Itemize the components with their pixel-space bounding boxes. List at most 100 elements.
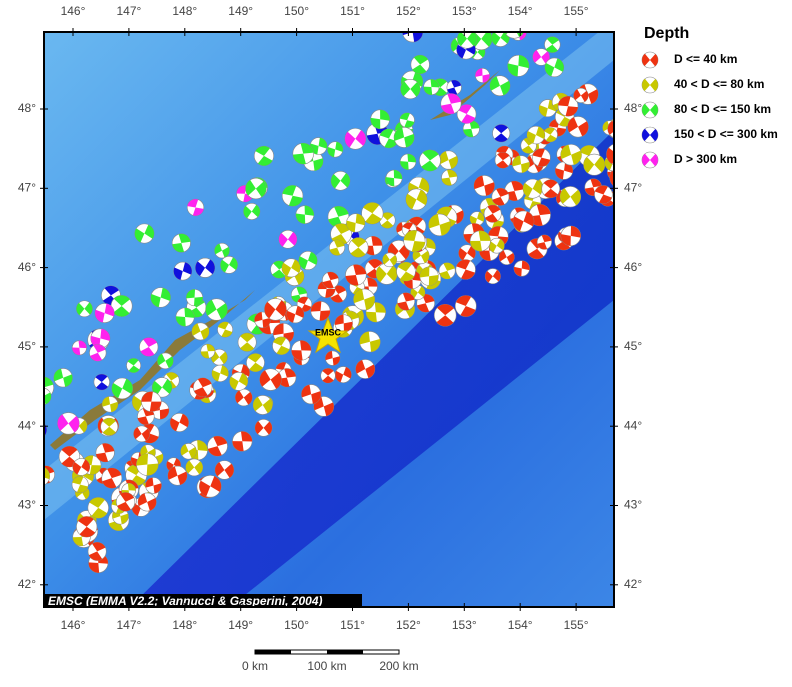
beachball-quadrant: [394, 127, 415, 148]
beachball-quadrant: [512, 155, 530, 173]
beachball-quadrant: [544, 58, 564, 77]
beachball-quadrant: [385, 170, 403, 187]
beachball-quadrant: [0, 405, 10, 425]
beachball-quadrant: [297, 296, 312, 312]
beachball-quadrant: [254, 312, 271, 328]
beachball-quadrant: [329, 239, 345, 256]
beachball-quadrant: [157, 353, 174, 369]
beachball-quadrant: [584, 178, 602, 196]
epicenter-star: [307, 316, 349, 354]
beachball-quadrant: [245, 179, 267, 198]
beachball-quadrant: [243, 204, 260, 219]
beachball-quadrant: [8, 399, 22, 411]
beachball-quadrant: [88, 542, 106, 561]
beachball-quadrant: [72, 476, 89, 493]
beachball-quadrant: [419, 266, 439, 286]
lon-label-top: 149°: [228, 4, 253, 18]
beachball-quadrant: [102, 396, 118, 413]
beachball-quadrant: [560, 188, 581, 206]
beachball-quadrant: [191, 323, 210, 340]
beachball-quadrant: [138, 493, 157, 511]
beachball-quadrant: [327, 141, 343, 158]
beachball-quadrant: [180, 444, 197, 459]
beachball-quadrant: [207, 436, 228, 457]
beachball-quadrant: [301, 384, 321, 404]
beachball-quadrant: [363, 236, 383, 256]
beachball-quadrant: [463, 120, 480, 137]
beachball-quadrant: [291, 286, 307, 303]
beachball-quadrant: [567, 117, 589, 137]
beachball-quadrant: [366, 302, 386, 323]
beachball-quadrant: [334, 314, 353, 333]
lat-label-right: 46°: [624, 260, 642, 274]
beachball-quadrant: [235, 390, 253, 405]
beachball-quadrant: [642, 78, 658, 92]
beachball-quadrant: [496, 152, 510, 169]
frame: [43, 31, 615, 608]
beachball-quadrant: [117, 492, 134, 512]
beachball-quadrant: [186, 289, 203, 306]
lon-label-top: 147°: [116, 4, 141, 18]
lat-label-right: 45°: [624, 339, 642, 353]
beachball-quadrant: [405, 189, 428, 210]
scale-label: 100 km: [307, 659, 346, 673]
beachball-quadrant: [400, 153, 416, 170]
beachball-quadrant: [141, 391, 162, 412]
beachball-quadrant: [253, 396, 273, 414]
beachball-quadrant: [205, 299, 228, 320]
beachball-quadrant: [61, 446, 78, 467]
scale-label: 200 km: [379, 659, 418, 673]
beachball-quadrant: [642, 153, 658, 167]
lon-label-top: 153°: [452, 4, 477, 18]
beachball-quadrant: [137, 408, 155, 425]
beachball-quadrant: [26, 452, 42, 467]
beachball-quadrant: [232, 431, 253, 452]
beachball-quadrant: [172, 233, 191, 253]
beachball-quadrant: [90, 344, 106, 362]
beachball-quadrant: [292, 143, 314, 165]
beachball-quadrant: [76, 302, 93, 316]
beachball-quadrant: [187, 199, 204, 216]
beachball-quadrant: [485, 205, 501, 223]
lat-label-right: 43°: [624, 498, 642, 512]
beachball-quadrant: [440, 93, 461, 114]
beachball-quadrant: [113, 295, 130, 317]
beachball: [20, 314, 41, 335]
beachball-quadrant: [523, 180, 543, 198]
beachballs: [0, 32, 614, 574]
beachball-quadrant: [428, 214, 451, 236]
beachball-quadrant: [560, 144, 582, 165]
beachball-quadrant: [346, 213, 365, 233]
beachball-quadrant: [436, 304, 454, 327]
beachball-quadrant: [134, 224, 155, 243]
beachball-quadrant: [441, 169, 458, 186]
beachball-quadrant: [555, 161, 573, 180]
beachball-quadrant: [322, 271, 339, 289]
lon-label-top: 150°: [284, 4, 309, 18]
beachball-quadrant: [376, 265, 398, 283]
beachball-quadrant: [247, 353, 264, 372]
beachball: [0, 405, 10, 425]
beachball-quadrant: [549, 119, 567, 137]
beachball-quadrant: [504, 32, 524, 37]
beachball-quadrant: [456, 259, 475, 280]
beachball-quadrant: [214, 243, 230, 258]
beachball-quadrant: [325, 350, 340, 366]
beachball-quadrant: [410, 286, 425, 299]
beachball-quadrant: [259, 370, 282, 389]
beachball-quadrant: [397, 292, 415, 311]
beachball-quadrant: [291, 340, 312, 361]
beachball-quadrant: [350, 237, 367, 258]
legend-label: D <= 40 km: [674, 52, 737, 66]
beachball-quadrant: [95, 374, 109, 390]
beachball-quadrant: [44, 467, 50, 480]
beachball-quadrant: [15, 283, 35, 300]
beachball-quadrant: [513, 211, 534, 232]
beachball-quadrant: [89, 497, 108, 519]
beachball-quadrant: [403, 230, 426, 252]
legend-label: 150 < D <= 300 km: [674, 127, 778, 141]
beachball-quadrant: [194, 377, 212, 397]
beachball-quadrant: [277, 368, 296, 387]
beachball-quadrant: [255, 146, 273, 166]
lon-label-top: 151°: [340, 4, 365, 18]
